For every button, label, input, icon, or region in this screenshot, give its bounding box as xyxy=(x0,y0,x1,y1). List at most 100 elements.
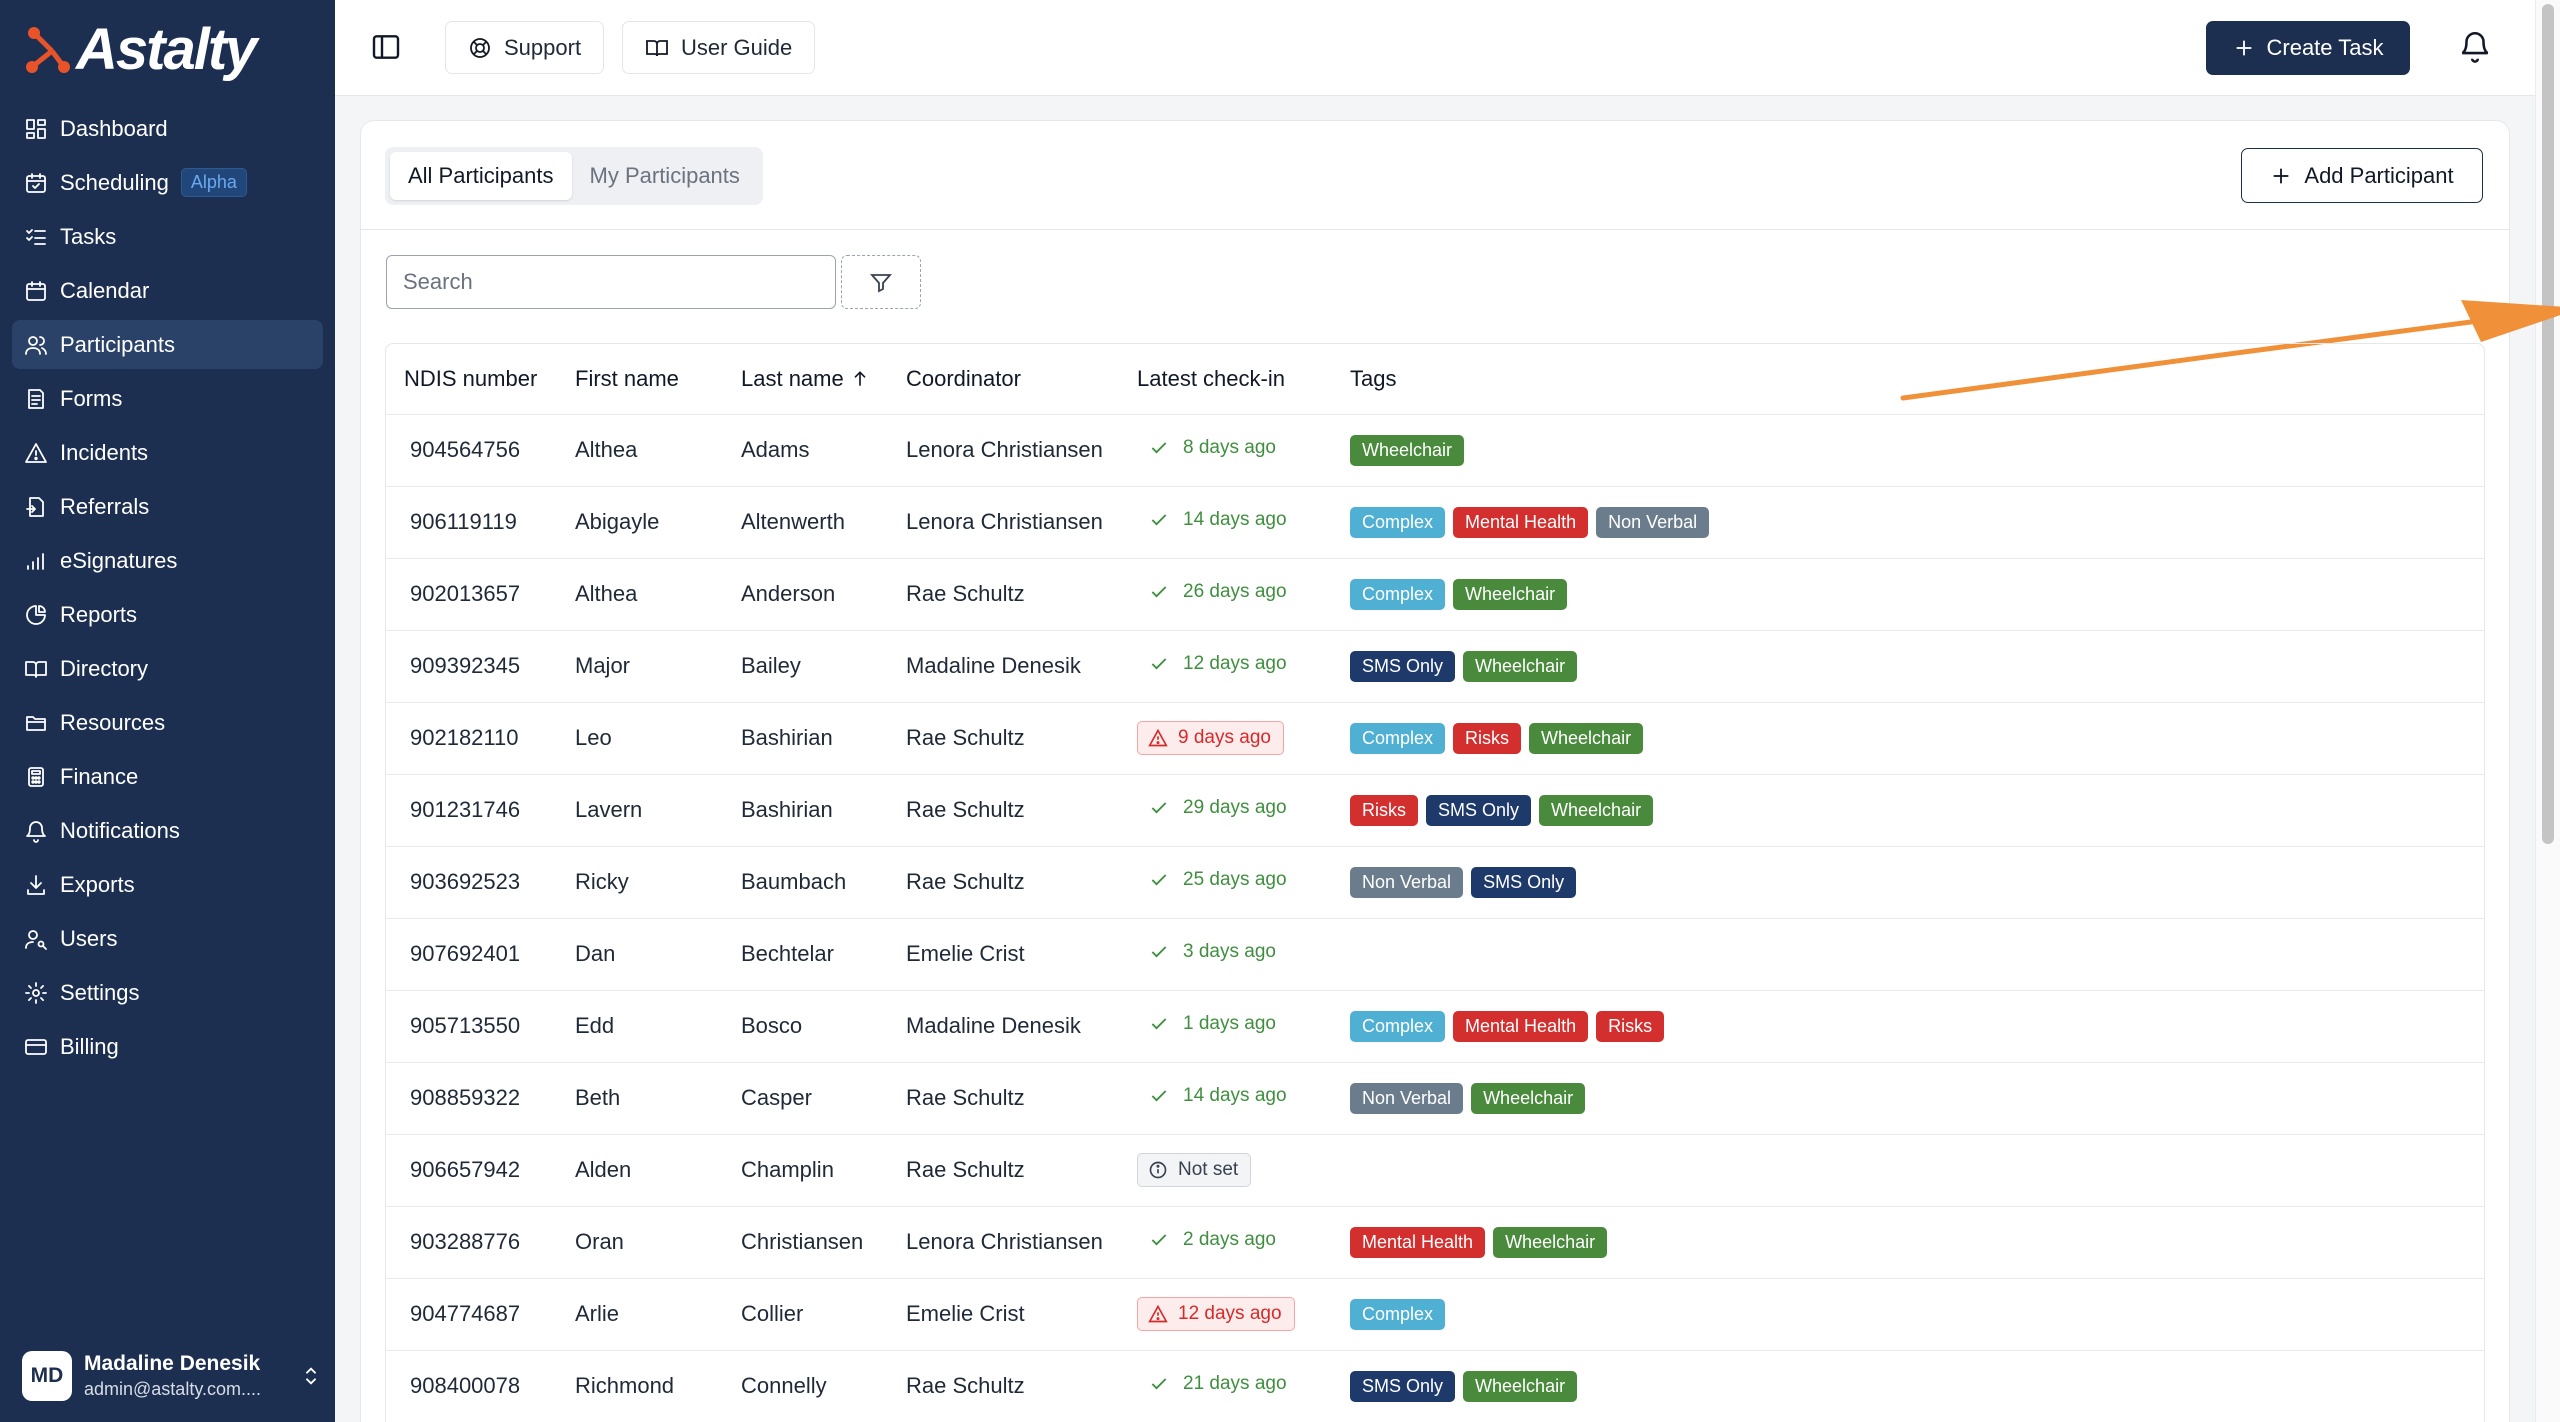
check-icon xyxy=(1151,657,1167,669)
cell-last-name: Anderson xyxy=(741,557,906,630)
col-first-name[interactable]: First name xyxy=(575,365,679,391)
sidebar-item-finance[interactable]: Finance xyxy=(12,752,323,801)
create-task-label: Create Task xyxy=(2266,35,2384,60)
tag-badge: Wheelchair xyxy=(1529,722,1644,754)
sidebar-item-label: Calendar xyxy=(60,277,150,303)
check-icon xyxy=(1151,441,1167,453)
tag-badge: Wheelchair xyxy=(1493,1226,1608,1258)
sidebar-item-resources[interactable]: Resources xyxy=(12,698,323,747)
check-icon xyxy=(1151,513,1167,525)
filter-button[interactable] xyxy=(841,255,921,309)
add-participant-button[interactable]: Add Participant xyxy=(2241,148,2483,203)
cell-tags: Mental Health Wheelchair xyxy=(1350,1205,2484,1278)
scrollbar-thumb[interactable] xyxy=(2542,4,2554,844)
cell-first-name: Arlie xyxy=(575,1277,741,1350)
sidebar-toggle-icon[interactable] xyxy=(370,31,402,63)
tag-badge: Risks xyxy=(1350,794,1418,826)
sidebar-item-notifications[interactable]: Notifications xyxy=(12,806,323,855)
cell-tags: Risks SMS Only Wheelchair xyxy=(1350,773,2484,846)
table-row[interactable]: 904774687 Arlie Collier Emelie Crist 12 days… xyxy=(386,1277,2484,1350)
create-task-button[interactable]: Create Task xyxy=(2206,21,2410,75)
cell-last-name: Connelly xyxy=(741,1349,906,1422)
col-ndis-number[interactable]: NDIS number xyxy=(404,365,538,391)
sidebar-item-reports[interactable]: Reports xyxy=(12,590,323,639)
col-latest-check-in[interactable]: Latest check-in xyxy=(1137,365,1285,391)
col-coordinator[interactable]: Coordinator xyxy=(906,365,1021,391)
arrow-up-icon xyxy=(854,370,866,386)
table-row[interactable]: 907692401 Dan Bechtelar Emelie Crist 3 days … xyxy=(386,917,2484,990)
col-last-name[interactable]: Last name xyxy=(741,344,906,414)
calendar-check-icon xyxy=(26,172,46,193)
check-icon xyxy=(1151,1089,1167,1101)
page-scrollbar[interactable] xyxy=(2535,0,2560,1422)
signal-icon xyxy=(27,552,44,570)
cell-ndis-number: 902182110 xyxy=(386,701,575,774)
sidebar-item-tasks[interactable]: Tasks xyxy=(12,212,323,261)
tag-badge: Mental Health xyxy=(1453,506,1589,538)
tag-badge: Wheelchair xyxy=(1463,650,1578,682)
table-row[interactable]: 909392345 Major Bailey Madaline Denesik 12 d… xyxy=(386,629,2484,702)
col-tags[interactable]: Tags xyxy=(1350,365,1397,391)
table-row[interactable]: 901231746 Lavern Bashirian Rae Schultz 29 da… xyxy=(386,773,2484,846)
cell-tags: Complex xyxy=(1350,1277,2484,1350)
table-row[interactable]: 906119119 Abigayle Altenwerth Lenora Christ… xyxy=(386,485,2484,558)
table-header-row: NDIS number First name Last name Coordin… xyxy=(386,344,2484,414)
sidebar-item-label: Incidents xyxy=(60,439,149,465)
table-row[interactable]: 903692523 Ricky Baumbach Rae Schultz 25 days… xyxy=(386,845,2484,918)
sidebar-item-calendar[interactable]: Calendar xyxy=(12,266,323,315)
sidebar-item-users[interactable]: Users xyxy=(12,914,323,963)
cell-tags: Complex Risks Wheelchair xyxy=(1350,701,2484,774)
tab-my-participants[interactable]: My Participants xyxy=(589,163,740,188)
user-guide-button[interactable]: User Guide xyxy=(622,21,816,74)
table-row[interactable]: 908859322 Beth Casper Rae Schultz 14 days ag… xyxy=(386,1061,2484,1134)
check-icon xyxy=(1151,873,1167,885)
sidebar-item-label: Notifications xyxy=(60,817,180,843)
sidebar-item-settings[interactable]: Settings xyxy=(12,968,323,1017)
sidebar-item-directory[interactable]: Directory xyxy=(12,644,323,693)
support-button[interactable]: Support xyxy=(445,21,605,74)
cell-last-name: Collier xyxy=(741,1277,906,1350)
cell-first-name: Alden xyxy=(575,1133,741,1206)
sidebar-item-dashboard[interactable]: Dashboard xyxy=(12,104,323,153)
table-row[interactable]: 904564756 Althea Adams Lenora Christiansen 8… xyxy=(386,413,2484,486)
cell-coordinator: Emelie Crist xyxy=(906,1277,1137,1350)
sidebar-item-referrals[interactable]: Referrals xyxy=(12,482,323,531)
cell-first-name: Ricky xyxy=(575,845,741,918)
sidebar-item-exports[interactable]: Exports xyxy=(12,860,323,909)
sidebar-item-incidents[interactable]: Incidents xyxy=(12,428,323,477)
check-in-status: 3 days ago xyxy=(1137,941,1276,963)
user-menu[interactable]: MD Madaline Denesik admin@astalty.com...… xyxy=(22,1348,322,1404)
table-row[interactable]: 902182110 Leo Bashirian Rae Schultz 9 days a… xyxy=(386,701,2484,774)
table-row[interactable]: 902013657 Althea Anderson Rae Schultz 26 day… xyxy=(386,557,2484,630)
bell-icon[interactable] xyxy=(2458,28,2492,64)
table-row[interactable]: 906657942 Alden Champlin Rae Schultz Not set xyxy=(386,1133,2484,1206)
table-row[interactable]: 905713550 Edd Bosco Madaline Denesik 1 days … xyxy=(386,989,2484,1062)
table-row[interactable]: 903288776 Oran Christiansen Lenora Christia… xyxy=(386,1205,2484,1278)
calendar-icon xyxy=(26,280,46,301)
search-input[interactable] xyxy=(386,255,836,309)
check-in-status: 14 days ago xyxy=(1137,509,1287,531)
sidebar-item-forms[interactable]: Forms xyxy=(12,374,323,423)
sidebar-item-participants[interactable]: Participants xyxy=(12,320,323,369)
check-in-status: 1 days ago xyxy=(1137,1013,1276,1035)
cell-tags: Complex Mental Health Risks xyxy=(1350,989,2484,1062)
sidebar-item-scheduling[interactable]: Scheduling Alpha xyxy=(12,158,323,207)
tab-all-participants[interactable]: All Participants xyxy=(390,152,572,200)
participants-table: NDIS number First name Last name Coordin… xyxy=(385,343,2485,1422)
cell-coordinator: Emelie Crist xyxy=(906,917,1137,990)
users-icon xyxy=(25,335,47,355)
annotation-arrow-icon xyxy=(1900,300,2560,401)
cell-latest-check-in: Not set xyxy=(1137,1133,1350,1206)
cell-ndis-number: 903288776 xyxy=(386,1205,575,1278)
sidebar-item-billing[interactable]: Billing xyxy=(12,1022,323,1071)
tag-badge: Wheelchair xyxy=(1453,578,1568,610)
tag-badge: Complex xyxy=(1350,722,1446,754)
cell-ndis-number: 905713550 xyxy=(386,989,575,1062)
sidebar-item-label: Settings xyxy=(60,979,140,1005)
sidebar-item-esignatures[interactable]: eSignatures xyxy=(12,536,323,585)
sidebar-item-label: Dashboard xyxy=(60,115,168,141)
cell-latest-check-in: 1 days ago xyxy=(1137,989,1350,1062)
cell-last-name: Bashirian xyxy=(741,773,906,846)
table-row[interactable]: 908400078 Richmond Connelly Rae Schultz 21 d… xyxy=(386,1349,2484,1422)
brand-logo[interactable]: Astalty xyxy=(24,17,257,82)
